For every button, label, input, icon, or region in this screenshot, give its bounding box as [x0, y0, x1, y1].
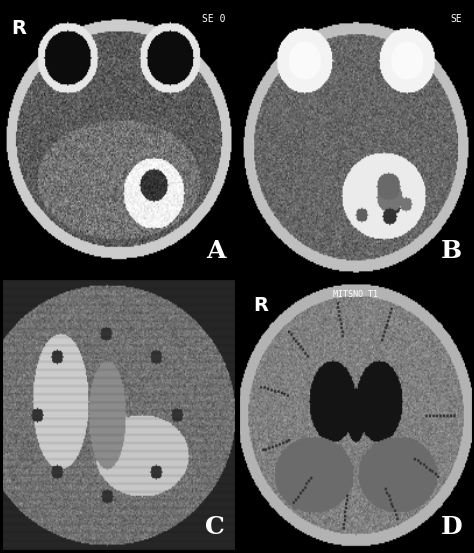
Text: C: C — [205, 515, 225, 539]
Text: A: A — [206, 239, 225, 263]
Text: R: R — [12, 19, 27, 38]
Text: B: B — [441, 239, 462, 263]
Text: MITSNO T1: MITSNO T1 — [333, 290, 378, 299]
Text: R: R — [253, 295, 268, 315]
Text: D: D — [441, 515, 462, 539]
Text: SE: SE — [451, 14, 462, 24]
Text: SE 0: SE 0 — [202, 14, 225, 24]
